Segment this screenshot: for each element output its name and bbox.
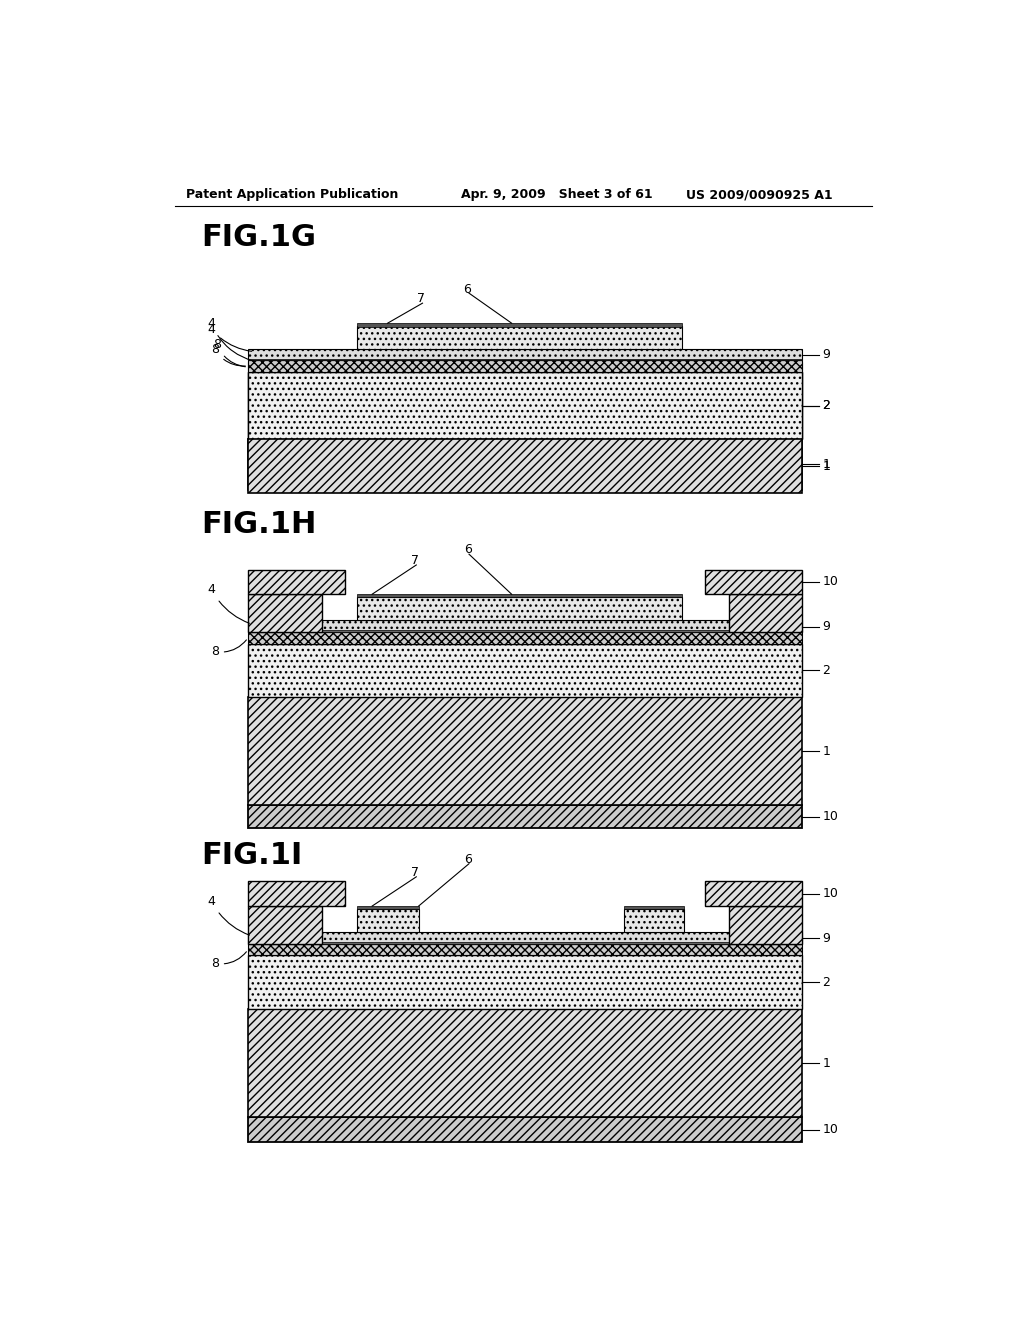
Polygon shape (248, 440, 802, 490)
Polygon shape (248, 644, 802, 697)
Polygon shape (248, 359, 802, 360)
Polygon shape (356, 906, 419, 909)
Text: 8: 8 (213, 338, 246, 367)
Polygon shape (248, 906, 322, 944)
Polygon shape (356, 323, 682, 327)
Polygon shape (356, 909, 419, 932)
Text: 8: 8 (211, 640, 247, 659)
Text: 4: 4 (208, 323, 252, 351)
Text: 6: 6 (464, 543, 472, 556)
Text: 2: 2 (822, 400, 830, 412)
Text: 1: 1 (822, 1056, 830, 1069)
Text: 2: 2 (822, 975, 830, 989)
Text: 4: 4 (208, 895, 250, 935)
Text: 4: 4 (208, 583, 250, 623)
Text: FIG.1I: FIG.1I (202, 841, 303, 870)
Text: 8: 8 (211, 343, 246, 366)
Text: 9: 9 (822, 620, 830, 634)
Polygon shape (356, 597, 682, 620)
Polygon shape (248, 882, 345, 906)
Polygon shape (248, 697, 802, 805)
Polygon shape (248, 372, 802, 440)
Polygon shape (624, 909, 684, 932)
Text: 1: 1 (822, 459, 830, 473)
Text: 10: 10 (822, 1123, 839, 1137)
Text: FIG.1H: FIG.1H (202, 510, 317, 539)
Text: FIG.1G: FIG.1G (202, 223, 316, 252)
Text: US 2009/0090925 A1: US 2009/0090925 A1 (686, 187, 833, 201)
Text: Patent Application Publication: Patent Application Publication (186, 187, 398, 201)
Text: Apr. 9, 2009   Sheet 3 of 61: Apr. 9, 2009 Sheet 3 of 61 (461, 187, 653, 201)
Text: 7: 7 (411, 866, 419, 879)
Text: 8: 8 (211, 952, 247, 970)
Polygon shape (706, 882, 802, 906)
Text: 10: 10 (822, 887, 839, 900)
Text: 6: 6 (464, 853, 472, 866)
Polygon shape (248, 362, 802, 372)
Text: 10: 10 (822, 810, 839, 824)
Polygon shape (706, 570, 802, 594)
Text: 1: 1 (822, 744, 830, 758)
Polygon shape (248, 805, 802, 829)
Polygon shape (729, 906, 802, 944)
Polygon shape (248, 570, 345, 594)
Polygon shape (248, 1010, 802, 1117)
Polygon shape (356, 594, 682, 597)
Polygon shape (248, 956, 802, 1010)
Polygon shape (248, 372, 802, 440)
Text: 10: 10 (822, 576, 839, 589)
Polygon shape (248, 440, 802, 494)
Text: 4: 4 (208, 317, 253, 360)
Text: 9: 9 (822, 348, 830, 362)
Polygon shape (248, 1117, 802, 1142)
Text: 7: 7 (411, 554, 419, 566)
Text: 6: 6 (464, 282, 471, 296)
Polygon shape (248, 350, 802, 360)
Text: 2: 2 (822, 399, 830, 412)
Polygon shape (248, 932, 802, 944)
Polygon shape (356, 326, 682, 350)
Polygon shape (624, 906, 684, 909)
Polygon shape (248, 944, 802, 956)
Polygon shape (248, 631, 802, 632)
Polygon shape (248, 620, 802, 632)
Polygon shape (248, 632, 802, 644)
Polygon shape (248, 360, 802, 372)
Polygon shape (729, 594, 802, 632)
Text: 7: 7 (417, 292, 425, 305)
Text: 2: 2 (822, 664, 830, 677)
Polygon shape (248, 942, 802, 944)
Polygon shape (248, 594, 322, 632)
Text: 9: 9 (822, 932, 830, 945)
Text: 1: 1 (822, 458, 830, 471)
